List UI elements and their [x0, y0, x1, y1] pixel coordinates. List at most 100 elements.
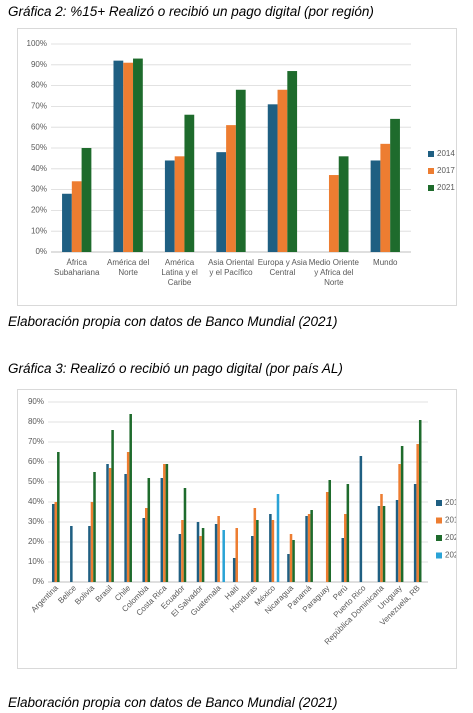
bar: [307, 514, 311, 582]
y-tick-label: 40%: [31, 164, 47, 173]
bar: [133, 58, 143, 252]
bar: [183, 488, 187, 582]
x-tick-label: América Latina y el Caribe: [161, 258, 198, 287]
bar: [163, 464, 166, 582]
chart: 0%10%20%30%40%50%60%70%80%90%ArgentinaBe…: [17, 389, 457, 669]
bar: [395, 500, 399, 582]
bar: [380, 494, 383, 582]
x-tick-label: América del Norte: [107, 258, 150, 277]
bar: [178, 534, 182, 582]
bar: [310, 510, 313, 582]
bar: [251, 536, 254, 582]
y-tick-label: 70%: [31, 102, 47, 111]
bar: [216, 152, 227, 252]
y-tick-label: 90%: [31, 60, 47, 69]
bar: [126, 452, 130, 582]
bar: [287, 554, 290, 582]
bar: [413, 484, 417, 582]
x-tick-label-box: Europa y Asia Central: [257, 258, 308, 277]
bar: [147, 478, 151, 582]
bar: [382, 506, 386, 582]
bar: [271, 520, 275, 582]
y-tick-label: 10%: [28, 557, 44, 566]
bar: [129, 414, 132, 582]
bar: [328, 480, 332, 582]
bar: [199, 536, 202, 582]
bar: [344, 514, 347, 582]
x-tick-label-box: Medio Oriente y Africa del Norte: [309, 258, 359, 287]
bar: [398, 464, 401, 582]
bar: [51, 504, 55, 582]
y-tick-label: 10%: [31, 226, 47, 235]
bar: [108, 468, 112, 582]
bar: [54, 502, 58, 582]
bar: [359, 456, 363, 582]
x-tick-label-box: Asia Oriental y el Pacífico: [208, 258, 254, 277]
chart-title: Gráfica 3: Realizó o recibió un pago dig…: [8, 361, 343, 376]
bar: [123, 62, 134, 252]
y-tick-label: 40%: [28, 497, 44, 506]
y-tick-label: 0%: [32, 577, 44, 586]
legend-label: 2022: [445, 551, 457, 560]
y-tick-label: 20%: [28, 537, 44, 546]
bar: [217, 516, 220, 582]
y-tick-label: 80%: [31, 81, 47, 90]
bar: [377, 506, 381, 582]
bar: [57, 452, 60, 582]
bar: [164, 160, 175, 252]
y-tick-label: 50%: [28, 477, 44, 486]
legend-label: 2017: [445, 516, 457, 525]
legend-label: 2014: [437, 149, 455, 158]
bar: [292, 540, 295, 582]
bar: [256, 520, 259, 582]
chart: 0% 10% 20% 30% 40% 50% 60% 70% 80% 90% 100% África …: [17, 28, 457, 306]
x-tick-label: Brasil: [94, 583, 115, 604]
bar: [276, 494, 280, 582]
bar: [124, 474, 127, 582]
bar: [370, 160, 381, 252]
chart-note: Elaboración propia con datos de Banco Mu…: [8, 314, 338, 329]
bar: [71, 181, 82, 252]
bar: [222, 530, 225, 582]
y-tick-label: 60%: [28, 457, 44, 466]
bar: [160, 478, 164, 582]
y-tick-label: 100%: [27, 39, 47, 48]
bar: [90, 502, 94, 582]
bar: [235, 528, 238, 582]
bar: [184, 114, 195, 252]
bar: [196, 522, 200, 582]
bar: [253, 508, 257, 582]
legend-swatch: [436, 500, 442, 506]
bar: [390, 118, 400, 252]
legend-swatch: [428, 185, 434, 191]
x-tick-label-box: Mundo: [373, 258, 398, 267]
bar: [328, 175, 339, 252]
y-tick-label: 50%: [31, 143, 47, 152]
bar: [346, 484, 350, 582]
y-tick-label: 70%: [28, 437, 44, 446]
chart-note: Elaboración propia con datos de Banco Mu…: [8, 695, 338, 710]
x-tick-label: Europa y Asia Central: [257, 258, 308, 277]
bar: [113, 60, 124, 252]
x-tick-label: Asia Oriental y el Pacífico: [208, 258, 254, 277]
x-tick-label-box: América Latina y el Caribe: [161, 258, 198, 287]
chart-title: Gráfica 2: %15+ Realizó o recibió un pag…: [8, 4, 374, 19]
bar: [62, 193, 72, 252]
bar: [341, 538, 345, 582]
x-tick-label: Mundo: [373, 258, 398, 267]
bar: [201, 528, 205, 582]
y-tick-label: 30%: [28, 517, 44, 526]
y-tick-label: 0%: [35, 247, 47, 256]
legend-swatch: [436, 535, 442, 541]
bar: [416, 444, 419, 582]
y-tick-label: 80%: [28, 417, 44, 426]
legend-label: 2021: [445, 533, 457, 542]
bar: [181, 520, 184, 582]
bar: [70, 526, 73, 582]
y-tick-label: 60%: [31, 122, 47, 131]
bar: [267, 104, 278, 252]
legend-swatch: [436, 517, 442, 524]
bar: [226, 125, 236, 252]
bar: [380, 143, 391, 252]
